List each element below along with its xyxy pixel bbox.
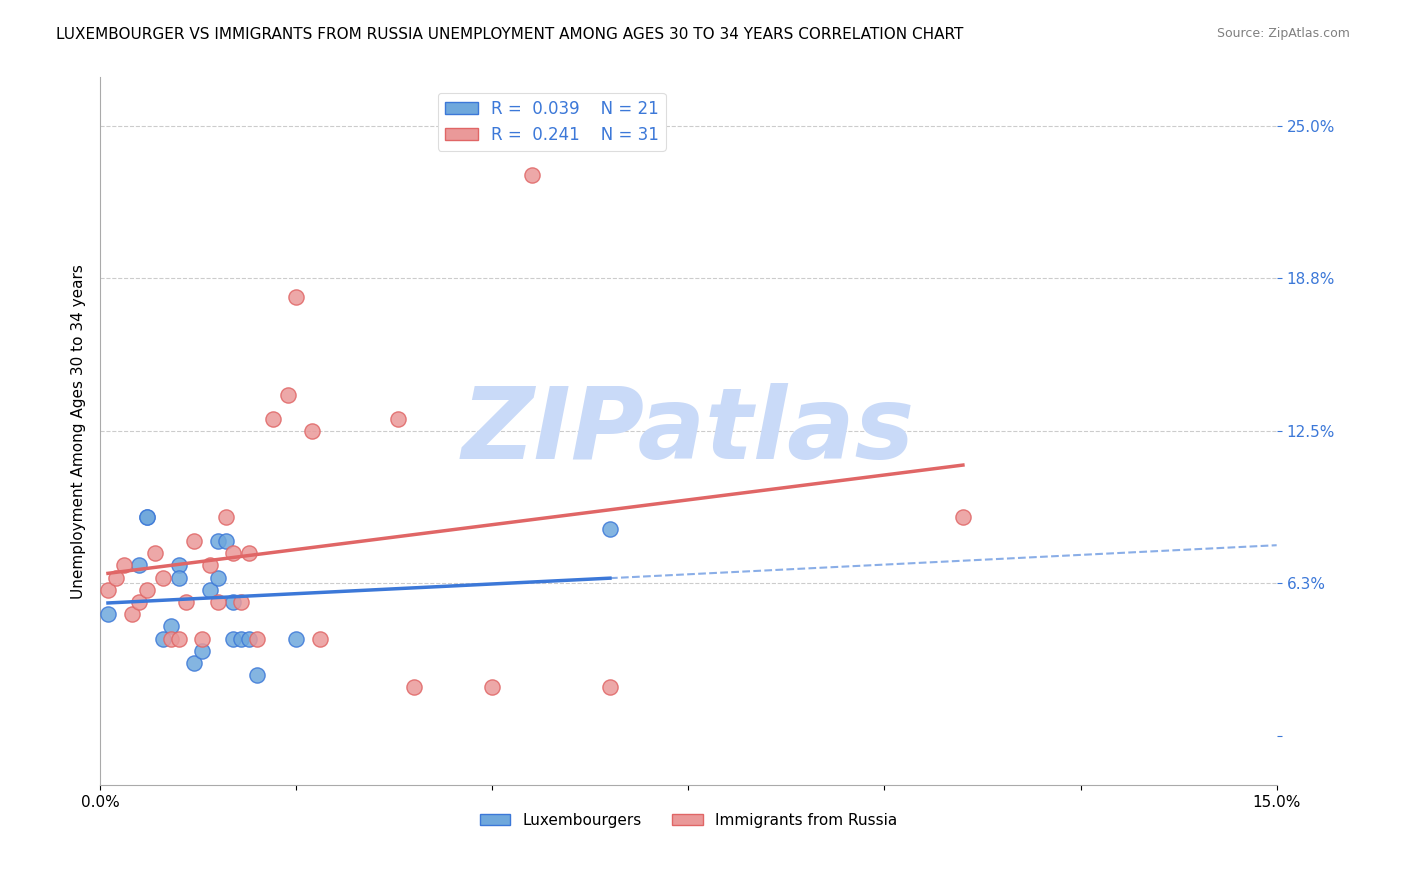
Point <box>599 522 621 536</box>
Point <box>159 619 181 633</box>
Point <box>231 595 253 609</box>
Point <box>152 632 174 646</box>
Y-axis label: Unemployment Among Ages 30 to 34 years: Unemployment Among Ages 30 to 34 years <box>72 264 86 599</box>
Point <box>231 632 253 646</box>
Point <box>520 168 543 182</box>
Text: ZIPatlas: ZIPatlas <box>461 383 915 480</box>
Point <box>183 534 205 549</box>
Point <box>97 607 120 622</box>
Point <box>176 595 198 609</box>
Point <box>198 582 221 597</box>
Point <box>104 571 127 585</box>
Point <box>207 595 229 609</box>
Point <box>152 571 174 585</box>
Point <box>238 632 260 646</box>
Point <box>207 534 229 549</box>
Point <box>222 595 245 609</box>
Point <box>952 509 974 524</box>
Point <box>136 509 159 524</box>
Point <box>143 546 166 560</box>
Point <box>207 571 229 585</box>
Point <box>214 534 236 549</box>
Point <box>238 546 260 560</box>
Point <box>191 632 214 646</box>
Text: LUXEMBOURGER VS IMMIGRANTS FROM RUSSIA UNEMPLOYMENT AMONG AGES 30 TO 34 YEARS CO: LUXEMBOURGER VS IMMIGRANTS FROM RUSSIA U… <box>56 27 963 42</box>
Point <box>214 509 236 524</box>
Point <box>222 632 245 646</box>
Point <box>121 607 143 622</box>
Point <box>599 681 621 695</box>
Point <box>402 681 425 695</box>
Point <box>308 632 330 646</box>
Point <box>128 595 150 609</box>
Point <box>167 558 190 573</box>
Point <box>198 558 221 573</box>
Legend: Luxembourgers, Immigrants from Russia: Luxembourgers, Immigrants from Russia <box>474 807 903 834</box>
Point <box>481 681 503 695</box>
Point <box>128 558 150 573</box>
Point <box>222 546 245 560</box>
Point <box>277 387 299 401</box>
Point <box>262 412 284 426</box>
Point <box>183 656 205 670</box>
Point <box>301 424 323 438</box>
Point <box>136 509 159 524</box>
Point <box>167 632 190 646</box>
Point <box>246 668 269 682</box>
Point <box>159 632 181 646</box>
Point <box>191 644 214 658</box>
Point <box>285 632 308 646</box>
Point <box>112 558 135 573</box>
Point <box>285 290 308 304</box>
Point <box>97 582 120 597</box>
Point <box>387 412 409 426</box>
Text: Source: ZipAtlas.com: Source: ZipAtlas.com <box>1216 27 1350 40</box>
Point <box>136 582 159 597</box>
Point <box>246 632 269 646</box>
Point <box>167 571 190 585</box>
